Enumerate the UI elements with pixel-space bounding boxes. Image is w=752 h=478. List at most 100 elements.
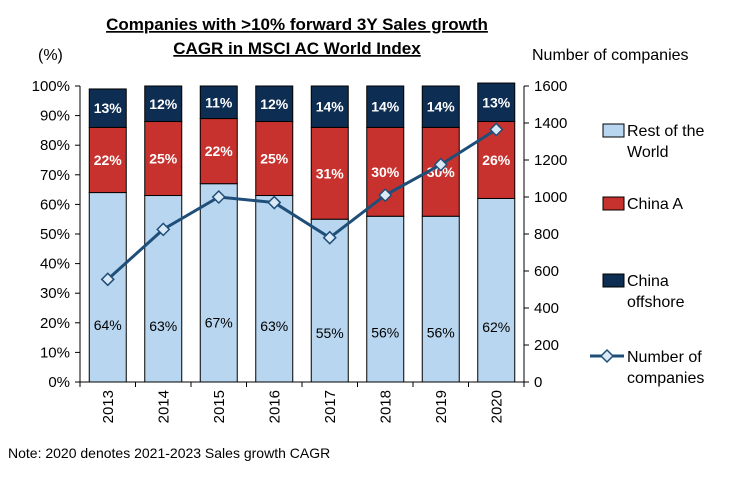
right-tick-label: 800 [534, 226, 559, 243]
right-tick-label: 1200 [534, 152, 567, 169]
line-point-marker [489, 122, 504, 137]
bar-data-label: 25% [149, 151, 178, 167]
left-tick-label: 90% [40, 108, 70, 125]
bar-data-label: 11% [205, 94, 233, 110]
left-tick-label: 100% [32, 78, 70, 95]
right-tick-label: 1400 [534, 115, 567, 132]
right-tick-label: 400 [534, 300, 559, 317]
legend-swatch [602, 273, 625, 288]
bar-rest-of-the-world [477, 197, 516, 383]
bar-rest-of-the-world [88, 192, 127, 383]
line-point-marker [100, 272, 115, 287]
bar-china-offshore [88, 88, 127, 128]
bar-china-a [199, 118, 238, 185]
line-point-marker [322, 230, 337, 245]
bar-data-label: 56% [427, 324, 455, 340]
x-tick-label: 2013 [100, 390, 117, 423]
bar-data-label: 13% [94, 100, 123, 116]
bar-data-label: 63% [149, 318, 177, 334]
bar-data-label: 31% [316, 165, 345, 181]
legend-label: World [627, 144, 669, 161]
line-series [100, 122, 504, 287]
line-point-marker [211, 189, 226, 205]
legend-label: Number of [627, 349, 702, 366]
legend-label: offshore [627, 294, 685, 311]
left-tick-label: 60% [40, 196, 70, 213]
legend-swatch [602, 123, 625, 138]
bar-china-offshore [477, 82, 516, 123]
right-tick-label: 0 [534, 374, 542, 391]
bar-data-label: 12% [260, 96, 289, 112]
left-tick-label: 70% [40, 167, 70, 184]
left-tick-label: 20% [40, 315, 70, 332]
bar-series: 64% 22% 13% 63% 25% 12% 67% 22% 11% 63% 25% 12% 55% 3… [88, 82, 516, 383]
left-tick-label: 0% [48, 374, 70, 391]
x-tick-label: 2020 [488, 390, 505, 423]
legend-label: companies [627, 370, 704, 387]
bar-data-label: 14% [371, 99, 400, 115]
bar-data-label: 63% [260, 318, 288, 334]
bar-china-offshore [255, 85, 294, 123]
bar-data-label: 64% [94, 317, 122, 333]
x-axis: 2013 2014 2015 2016 2017 2018 2019 2020 [79, 382, 525, 423]
bar-rest-of-the-world [421, 215, 460, 383]
bar-data-label: 12% [149, 96, 178, 112]
right-tick-label: 600 [534, 263, 559, 280]
bar-data-label: 55% [316, 325, 344, 341]
bar-data-label: 14% [316, 99, 345, 115]
right-tick-label: 1000 [534, 189, 567, 206]
bar-data-label: 25% [260, 151, 289, 167]
legend-label: China A [627, 196, 683, 213]
bar-data-label: 26% [482, 152, 511, 168]
bar-data-label: 56% [371, 324, 399, 340]
bar-rest-of-the-world [199, 183, 238, 383]
legend-label: China [627, 273, 669, 290]
left-tick-label: 10% [40, 344, 70, 361]
bar-china-offshore [421, 85, 460, 128]
bar-data-label: 30% [371, 164, 400, 180]
x-tick-label: 2018 [377, 390, 394, 423]
left-axis-title: (%) [38, 47, 63, 64]
bar-rest-of-the-world [255, 195, 294, 383]
right-axis-title: Number of companies [532, 47, 689, 64]
left-tick-label: 40% [40, 256, 70, 273]
bar-china-offshore [199, 85, 238, 120]
x-tick-label: 2016 [266, 390, 283, 423]
left-tick-label: 30% [40, 285, 70, 302]
legend: Rest of the World China A China offshore Numb… [590, 123, 704, 387]
legend-swatch [602, 196, 625, 211]
bar-china-a [144, 121, 183, 197]
left-tick-label: 50% [40, 226, 70, 243]
bar-data-label: 67% [205, 315, 233, 331]
right-tick-label: 1600 [534, 78, 567, 95]
bar-data-label: 14% [427, 99, 456, 115]
chart-title-line-1: Companies with >10% forward 3Y Sales gro… [106, 15, 488, 34]
line-point-marker [156, 222, 171, 237]
x-tick-label: 2014 [155, 390, 172, 423]
bar-china-offshore [144, 85, 183, 123]
x-tick-label: 2017 [322, 390, 339, 423]
x-tick-label: 2019 [433, 390, 450, 423]
bar-data-label: 22% [94, 152, 123, 168]
bar-china-a [255, 121, 294, 197]
bar-data-label: 62% [482, 319, 510, 335]
bar-rest-of-the-world [366, 215, 405, 383]
bar-china-a [310, 126, 349, 220]
legend-swatch-marker [599, 348, 615, 364]
line-number-of-companies [106, 128, 498, 281]
right-tick-label: 200 [534, 337, 559, 354]
line-point-marker [433, 157, 448, 172]
bar-china-offshore [310, 85, 349, 128]
left-axis: 0% 10% 20% 30% 40% 50% 60% 70% 80% 90% 100% [32, 78, 524, 391]
right-axis: 0 200 400 600 800 1000 1200 1400 1600 [523, 78, 567, 391]
legend-label: Rest of the [627, 123, 704, 140]
chart-title-line-2: CAGR in MSCI AC World Index [173, 39, 421, 58]
chart-note: Note: 2020 denotes 2021-2023 Sales growt… [8, 445, 330, 461]
bar-data-label: 13% [482, 94, 511, 110]
bar-data-label: 22% [205, 143, 234, 159]
line-point-marker [378, 188, 393, 203]
bar-china-offshore [366, 85, 405, 128]
left-tick-label: 80% [40, 137, 70, 154]
x-tick-label: 2015 [211, 390, 228, 423]
